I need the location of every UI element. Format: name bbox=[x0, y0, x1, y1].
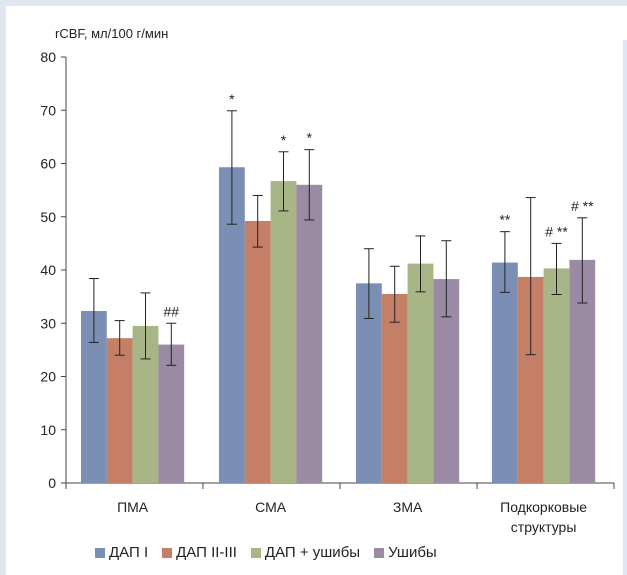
bar bbox=[244, 221, 271, 483]
y-tick-label: 30 bbox=[40, 315, 56, 331]
legend-item: ДАП + ушибы bbox=[250, 544, 361, 561]
significance-label: * bbox=[281, 132, 287, 148]
legend-label: ДАП + ушибы bbox=[264, 544, 361, 561]
bar bbox=[543, 268, 570, 483]
significance-label: # ** bbox=[571, 198, 594, 214]
y-tick-label: 40 bbox=[40, 262, 56, 278]
legend: ДАП I ДАП II-III ДАП + ушибы Ушибы bbox=[95, 544, 437, 561]
category-label: структуры bbox=[511, 519, 577, 535]
frame-border-right bbox=[623, 40, 627, 575]
legend-swatch bbox=[162, 547, 173, 558]
category-label: ПМА bbox=[117, 499, 149, 515]
legend-item: Ушибы bbox=[374, 544, 437, 561]
legend-item: ДАП II-III bbox=[162, 544, 237, 561]
legend-swatch bbox=[95, 547, 105, 558]
legend-label: Ушибы bbox=[388, 544, 437, 561]
category-label: СМА bbox=[255, 499, 287, 515]
bar bbox=[106, 338, 133, 483]
bar bbox=[296, 184, 323, 484]
legend-swatch bbox=[374, 547, 385, 558]
frame-border-top bbox=[0, 0, 627, 6]
significance-label: ## bbox=[164, 303, 180, 319]
y-tick-label: 70 bbox=[40, 102, 56, 118]
bar bbox=[158, 344, 185, 483]
significance-label: * bbox=[307, 130, 313, 146]
category-label: ЗМА bbox=[393, 499, 423, 515]
legend-label: ДАП II-III bbox=[176, 544, 237, 561]
bar bbox=[381, 293, 408, 483]
bars: ****# **##*# ** bbox=[81, 91, 596, 484]
y-tick-label: 80 bbox=[40, 49, 56, 65]
y-tick-label: 20 bbox=[40, 369, 56, 385]
significance-label: * bbox=[229, 91, 235, 107]
frame-border-left bbox=[0, 0, 6, 575]
legend-item: ДАП I bbox=[95, 544, 148, 561]
legend-swatch bbox=[250, 547, 261, 558]
category-label: Подкорковые bbox=[500, 499, 587, 515]
y-tick-label: 10 bbox=[40, 422, 56, 438]
y-tick-label: 0 bbox=[48, 475, 56, 491]
bar bbox=[270, 181, 297, 483]
legend-label: ДАП I bbox=[109, 544, 149, 561]
category-labels: ПМА СМА ЗМА Подкорковые структуры bbox=[117, 499, 587, 535]
significance-label: # ** bbox=[545, 223, 568, 239]
bar bbox=[492, 262, 518, 483]
y-axis-label: rCBF, мл/100 г/мин bbox=[55, 26, 168, 41]
significance-label: ** bbox=[499, 212, 510, 228]
bar bbox=[407, 263, 434, 483]
y-tick-label: 50 bbox=[40, 209, 56, 225]
y-tick-label: 60 bbox=[40, 156, 56, 172]
